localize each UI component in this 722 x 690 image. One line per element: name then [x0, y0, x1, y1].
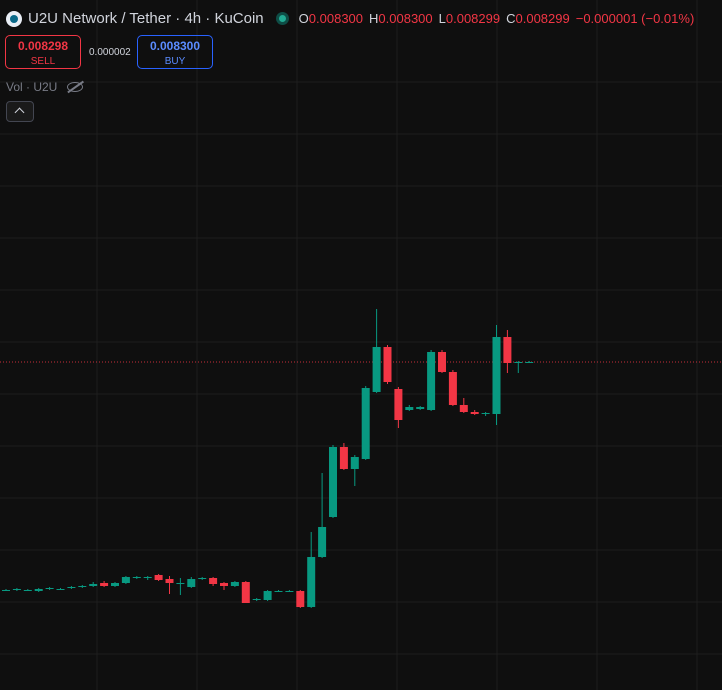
volume-legend: Vol · U2U: [6, 80, 84, 94]
buy-button[interactable]: 0.008300 BUY: [137, 35, 213, 69]
candle-body: [427, 352, 436, 410]
ohlc-key: L: [438, 11, 446, 26]
sell-label: SELL: [30, 56, 56, 67]
candle-body: [470, 412, 479, 414]
candle-body: [438, 352, 446, 372]
candle-body: [492, 337, 501, 414]
candle-body: [372, 347, 381, 392]
candle-body: [252, 599, 261, 600]
ohlc-value: 0.008299: [515, 11, 570, 26]
buy-label: BUY: [164, 56, 186, 67]
candle-body: [23, 590, 32, 591]
candle-body: [383, 347, 392, 382]
candle-body: [45, 588, 54, 589]
candle-body: [67, 587, 76, 588]
symbol-title[interactable]: U2U Network / Tether · 4h · KuCoin: [28, 10, 264, 27]
candle-body: [132, 577, 141, 578]
candle-body: [274, 591, 283, 592]
candle-body: [416, 407, 425, 409]
ohlc-key: O: [298, 11, 309, 26]
header: U2U Network / Tether · 4h · KuCoin O 0.00…: [0, 0, 722, 130]
candle-body: [56, 589, 65, 590]
candle-body: [296, 591, 305, 607]
candle-body: [307, 557, 316, 607]
candle-body: [481, 413, 490, 414]
ohlc-value: 0.008299: [445, 11, 501, 26]
candle-body: [230, 582, 239, 586]
candle-body: [34, 589, 43, 591]
candle-body: [459, 405, 468, 412]
candle-body: [187, 579, 196, 587]
ohlc-key: H: [369, 11, 379, 26]
collapse-button[interactable]: [6, 101, 34, 122]
candle-body: [165, 579, 174, 583]
candle-body: [78, 586, 87, 587]
candle-body: [394, 389, 403, 420]
candle-body: [329, 447, 337, 517]
candle-body: [285, 591, 294, 592]
market-status: [275, 12, 289, 25]
candle-body: [361, 388, 370, 459]
candle-body: [318, 527, 327, 557]
candle-body: [100, 583, 109, 586]
sell-price: 0.008298: [17, 39, 69, 53]
candle-body: [514, 362, 523, 363]
candle-body: [339, 447, 348, 469]
candle-body: [2, 590, 10, 591]
candle-body: [263, 591, 272, 600]
symbol-logo: [6, 10, 22, 27]
candle-body: [525, 362, 534, 363]
candle-body: [89, 584, 98, 586]
change: −0.000001 (−0.01%): [575, 11, 695, 26]
ohlc-value: 0.008300: [378, 11, 433, 26]
spread: 0.000002: [89, 47, 131, 58]
candle-body: [111, 583, 119, 586]
candle-body: [209, 578, 218, 584]
ohlc-key: C: [506, 11, 516, 26]
hide-icon[interactable]: [67, 82, 84, 92]
candle-body: [154, 575, 163, 580]
candle-body: [121, 577, 130, 583]
candle-body: [241, 582, 250, 603]
candle-body: [405, 407, 414, 410]
candle-body: [503, 337, 512, 363]
candle-body: [350, 457, 359, 469]
sell-button[interactable]: 0.008298 SELL: [5, 35, 81, 69]
ohlc: O 0.008300 H 0.008300 L 0.008299 C 0.008299 …: [299, 11, 695, 26]
volume-label: Vol · U2U: [6, 80, 58, 94]
buy-price: 0.008300: [149, 39, 201, 53]
candle-body: [143, 577, 152, 578]
candle-body: [220, 583, 228, 586]
candle-body: [176, 583, 185, 584]
candle-body: [12, 589, 21, 590]
candle-body: [198, 578, 207, 579]
candle-body: [448, 372, 457, 405]
title-row: U2U Network / Tether · 4h · KuCoin O 0.00…: [6, 10, 694, 27]
ohlc-value: 0.008300: [308, 11, 364, 26]
